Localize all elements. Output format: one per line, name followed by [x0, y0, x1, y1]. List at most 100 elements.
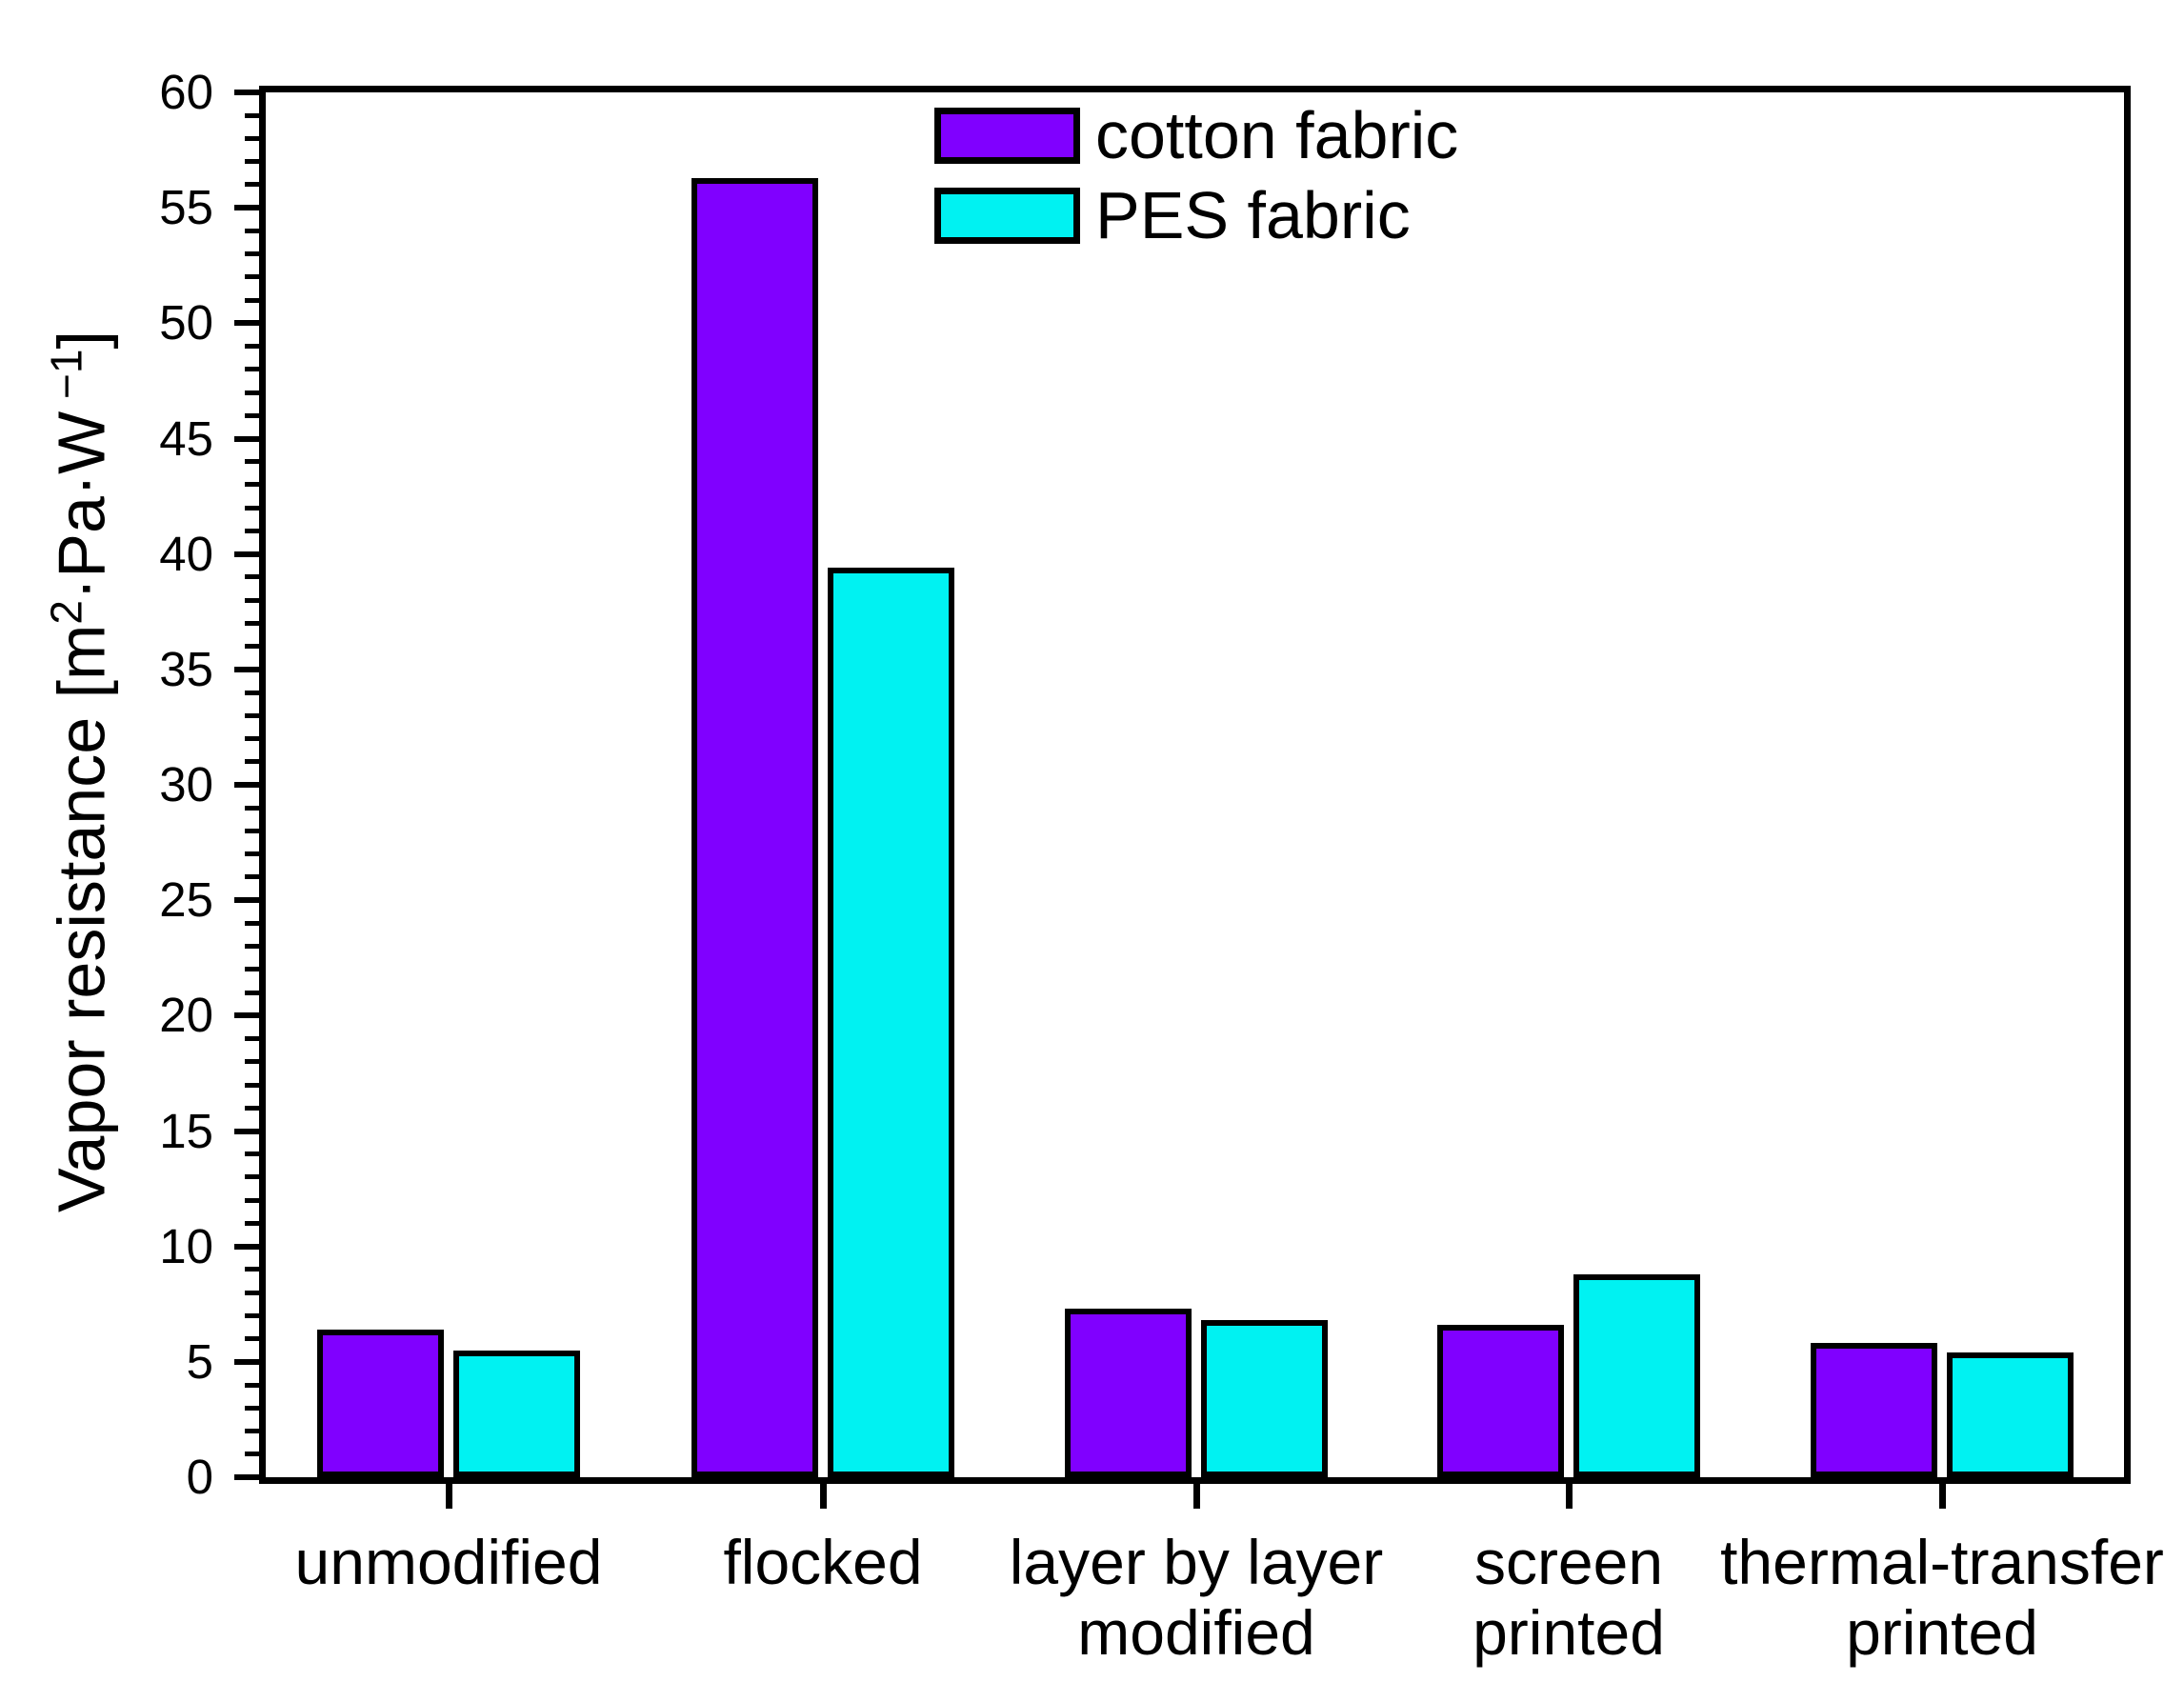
bar-cotton-fabric-5	[1811, 1343, 1937, 1477]
y-minor-tick	[245, 112, 259, 118]
y-minor-tick	[245, 712, 259, 718]
y-minor-tick	[245, 759, 259, 765]
y-minor-tick	[245, 1036, 259, 1042]
y-minor-tick	[245, 367, 259, 372]
legend: cotton fabric PES fabric	[934, 98, 1459, 268]
legend-swatch	[934, 188, 1080, 244]
y-minor-tick	[245, 528, 259, 533]
y-tick-label: 45	[159, 410, 213, 466]
y-major-tick	[234, 782, 259, 788]
y-major-tick	[234, 1474, 259, 1480]
y-minor-tick	[245, 412, 259, 418]
y-minor-tick	[245, 1452, 259, 1457]
y-major-tick	[234, 1243, 259, 1250]
y-tick-label: 25	[159, 872, 213, 928]
x-tick	[1565, 1484, 1573, 1509]
y-minor-tick	[245, 690, 259, 695]
y-minor-tick	[245, 1290, 259, 1295]
y-minor-tick	[245, 990, 259, 995]
y-tick-label: 60	[159, 65, 213, 119]
y-major-tick	[234, 666, 259, 672]
bar-PES-fabric-1	[453, 1351, 580, 1477]
y-minor-tick	[245, 274, 259, 280]
x-category-label: unmodified	[294, 1527, 603, 1597]
bar-PES-fabric-5	[1947, 1352, 2074, 1477]
y-tick-label: 30	[159, 757, 213, 811]
x-tick	[445, 1484, 452, 1509]
y-minor-tick	[245, 1151, 259, 1157]
y-minor-tick	[245, 620, 259, 626]
y-minor-tick	[245, 1174, 259, 1180]
y-tick-label: 50	[159, 295, 213, 350]
legend-entry: cotton fabric	[934, 98, 1459, 172]
bar-cotton-fabric-2	[691, 178, 818, 1477]
y-minor-tick	[245, 251, 259, 257]
x-tick	[1192, 1484, 1200, 1509]
y-minor-tick	[245, 967, 259, 972]
y-tick-label: 40	[159, 526, 213, 581]
y-minor-tick	[245, 805, 259, 811]
y-minor-tick	[245, 135, 259, 141]
x-category-label: thermal-transfer printed	[1720, 1527, 2164, 1668]
y-major-tick	[234, 897, 259, 904]
y-minor-tick	[245, 505, 259, 511]
y-minor-tick	[245, 851, 259, 857]
y-minor-tick	[245, 1312, 259, 1318]
bar-cotton-fabric-1	[317, 1330, 444, 1477]
y-minor-tick	[245, 1382, 259, 1388]
y-tick-label: 15	[159, 1103, 213, 1158]
x-category-label: flocked	[723, 1527, 923, 1597]
y-tick-label: 0	[186, 1450, 213, 1504]
y-major-tick	[234, 435, 259, 442]
legend-label: PES fabric	[1095, 178, 1411, 252]
legend-label: cotton fabric	[1095, 98, 1459, 172]
y-minor-tick	[245, 1336, 259, 1342]
y-minor-tick	[245, 597, 259, 603]
y-major-tick	[234, 1012, 259, 1019]
y-minor-tick	[245, 1197, 259, 1203]
bar-PES-fabric-3	[1201, 1320, 1328, 1477]
y-major-tick	[234, 1128, 259, 1134]
y-minor-tick	[245, 736, 259, 742]
y-major-tick	[234, 1358, 259, 1365]
y-minor-tick	[245, 482, 259, 488]
legend-entry: PES fabric	[934, 178, 1458, 252]
bar-PES-fabric-4	[1573, 1274, 1700, 1477]
y-tick-label: 20	[159, 988, 213, 1043]
y-minor-tick	[245, 1059, 259, 1065]
bar-cotton-fabric-3	[1065, 1309, 1192, 1477]
x-category-label: screen printed	[1473, 1527, 1665, 1668]
y-minor-tick	[245, 828, 259, 833]
y-minor-tick	[245, 920, 259, 926]
y-minor-tick	[245, 944, 259, 950]
y-major-tick	[234, 205, 259, 211]
y-minor-tick	[245, 390, 259, 395]
y-tick-label: 55	[159, 180, 213, 235]
x-category-label: layer by layer modified	[1009, 1527, 1384, 1668]
y-minor-tick	[245, 1405, 259, 1411]
y-minor-tick	[245, 228, 259, 233]
bar-PES-fabric-2	[828, 568, 954, 1477]
y-minor-tick	[245, 1105, 259, 1111]
plot-area: 0 5 10 15 20 25 30 35 40 45 50 55 60 unmodified flocke…	[159, 65, 2164, 1668]
y-tick-label: 10	[159, 1218, 213, 1273]
y-minor-tick	[245, 874, 259, 880]
legend-swatch	[934, 108, 1080, 164]
y-minor-tick	[245, 459, 259, 465]
y-major-tick	[234, 320, 259, 327]
y-major-tick	[234, 90, 259, 95]
y-minor-tick	[245, 1220, 259, 1226]
y-minor-tick	[245, 344, 259, 350]
x-tick	[819, 1484, 827, 1509]
y-minor-tick	[245, 182, 259, 188]
bar-cotton-fabric-4	[1437, 1325, 1564, 1477]
y-minor-tick	[245, 1267, 259, 1272]
y-axis-title-superscript: 2	[41, 600, 91, 625]
y-minor-tick	[245, 644, 259, 650]
y-minor-tick	[245, 1429, 259, 1434]
y-minor-tick	[245, 159, 259, 165]
y-tick-label: 5	[186, 1333, 213, 1389]
y-minor-tick	[245, 297, 259, 303]
y-minor-tick	[245, 1082, 259, 1088]
